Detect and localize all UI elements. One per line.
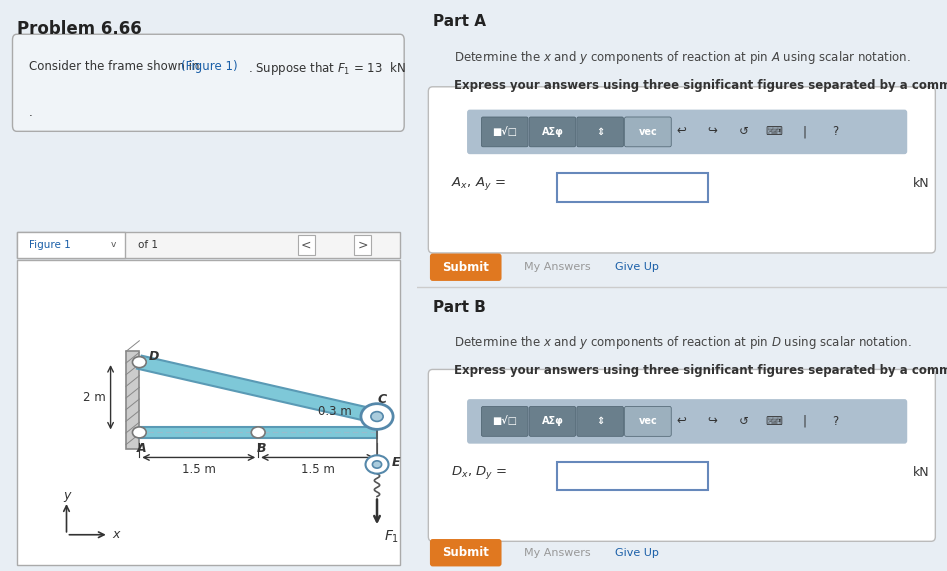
Text: ?: ?	[832, 126, 839, 138]
Circle shape	[366, 455, 388, 474]
FancyBboxPatch shape	[17, 232, 400, 258]
Text: |: |	[803, 415, 807, 428]
Bar	[126, 351, 139, 449]
Text: My Answers: My Answers	[524, 548, 591, 558]
Text: ⇕: ⇕	[596, 127, 604, 137]
FancyBboxPatch shape	[430, 539, 502, 566]
FancyBboxPatch shape	[428, 369, 936, 541]
Text: x: x	[112, 528, 119, 541]
FancyBboxPatch shape	[430, 254, 502, 281]
Text: 0.3 m: 0.3 m	[318, 405, 351, 418]
Text: $A_x$, $A_y$ =: $A_x$, $A_y$ =	[451, 175, 506, 192]
FancyBboxPatch shape	[12, 34, 404, 131]
FancyBboxPatch shape	[529, 407, 576, 436]
Text: C: C	[377, 393, 386, 406]
Text: ↺: ↺	[739, 126, 748, 138]
Text: ⌨: ⌨	[765, 415, 782, 428]
Text: y: y	[63, 489, 70, 501]
FancyBboxPatch shape	[17, 260, 400, 565]
Text: E: E	[392, 456, 401, 469]
Text: >: >	[357, 239, 367, 251]
Text: AΣφ: AΣφ	[542, 127, 563, 137]
Text: Figure 1: Figure 1	[29, 240, 71, 250]
Text: . Suppose that $F_1$ = 13  kN: . Suppose that $F_1$ = 13 kN	[248, 60, 405, 77]
FancyBboxPatch shape	[467, 110, 907, 154]
Text: B: B	[257, 442, 266, 455]
Circle shape	[133, 357, 146, 368]
Text: .: .	[29, 106, 33, 119]
Polygon shape	[137, 356, 380, 423]
Text: 1.5 m: 1.5 m	[300, 463, 334, 476]
Text: ⌨: ⌨	[765, 126, 782, 138]
Text: Determine the $x$ and $y$ components of reaction at pin $D$ using scalar notatio: Determine the $x$ and $y$ components of …	[454, 334, 911, 351]
Text: Give Up: Give Up	[615, 548, 659, 558]
FancyBboxPatch shape	[481, 117, 528, 147]
Circle shape	[372, 461, 382, 468]
Circle shape	[361, 404, 393, 429]
Text: ?: ?	[832, 415, 839, 428]
Text: D: D	[149, 350, 159, 363]
FancyBboxPatch shape	[625, 407, 671, 436]
Text: ↪: ↪	[707, 126, 718, 138]
Text: ↪: ↪	[707, 415, 718, 428]
Text: $F_1$: $F_1$	[384, 529, 399, 545]
Text: (Figure 1): (Figure 1)	[181, 60, 238, 73]
Text: vec: vec	[638, 127, 657, 137]
Text: Part A: Part A	[433, 14, 486, 29]
Text: kN: kN	[913, 467, 929, 479]
Text: |: |	[803, 126, 807, 138]
Text: ■√□: ■√□	[492, 416, 517, 427]
Text: Express your answers using three significant figures separated by a comma.: Express your answers using three signifi…	[454, 364, 947, 377]
FancyBboxPatch shape	[577, 407, 623, 436]
Text: 1.5 m: 1.5 m	[182, 463, 216, 476]
FancyBboxPatch shape	[529, 117, 576, 147]
FancyBboxPatch shape	[557, 462, 708, 490]
FancyBboxPatch shape	[481, 407, 528, 436]
Circle shape	[133, 427, 146, 438]
Text: A: A	[136, 442, 146, 455]
Text: Consider the frame shown in: Consider the frame shown in	[29, 60, 204, 73]
FancyBboxPatch shape	[428, 87, 936, 253]
Text: Part B: Part B	[433, 300, 486, 315]
FancyBboxPatch shape	[557, 173, 708, 202]
Text: Express your answers using three significant figures separated by a comma.: Express your answers using three signifi…	[454, 79, 947, 92]
FancyBboxPatch shape	[625, 117, 671, 147]
Text: 2 m: 2 m	[83, 391, 106, 404]
Text: of 1: of 1	[137, 240, 157, 250]
FancyBboxPatch shape	[577, 117, 623, 147]
Text: v: v	[111, 240, 116, 250]
Text: My Answers: My Answers	[524, 262, 591, 272]
Text: ↩: ↩	[677, 126, 687, 138]
Text: Give Up: Give Up	[615, 262, 659, 272]
Circle shape	[371, 412, 384, 421]
Text: ↩: ↩	[677, 415, 687, 428]
Text: ⇕: ⇕	[596, 416, 604, 427]
Text: <: <	[301, 239, 312, 251]
Text: Determine the $x$ and $y$ components of reaction at pin $A$ using scalar notatio: Determine the $x$ and $y$ components of …	[454, 49, 910, 66]
Text: kN: kN	[913, 178, 929, 190]
Text: Submit: Submit	[442, 261, 490, 274]
Text: vec: vec	[638, 416, 657, 427]
FancyBboxPatch shape	[467, 399, 907, 444]
Text: Submit: Submit	[442, 546, 490, 559]
FancyBboxPatch shape	[17, 232, 125, 258]
Circle shape	[251, 427, 265, 438]
Text: $D_x$, $D_y$ =: $D_x$, $D_y$ =	[451, 464, 508, 481]
Text: AΣφ: AΣφ	[542, 416, 563, 427]
Text: ↺: ↺	[739, 415, 748, 428]
Bar	[139, 427, 377, 438]
Text: ■√□: ■√□	[492, 127, 517, 137]
Text: Problem 6.66: Problem 6.66	[17, 20, 141, 38]
